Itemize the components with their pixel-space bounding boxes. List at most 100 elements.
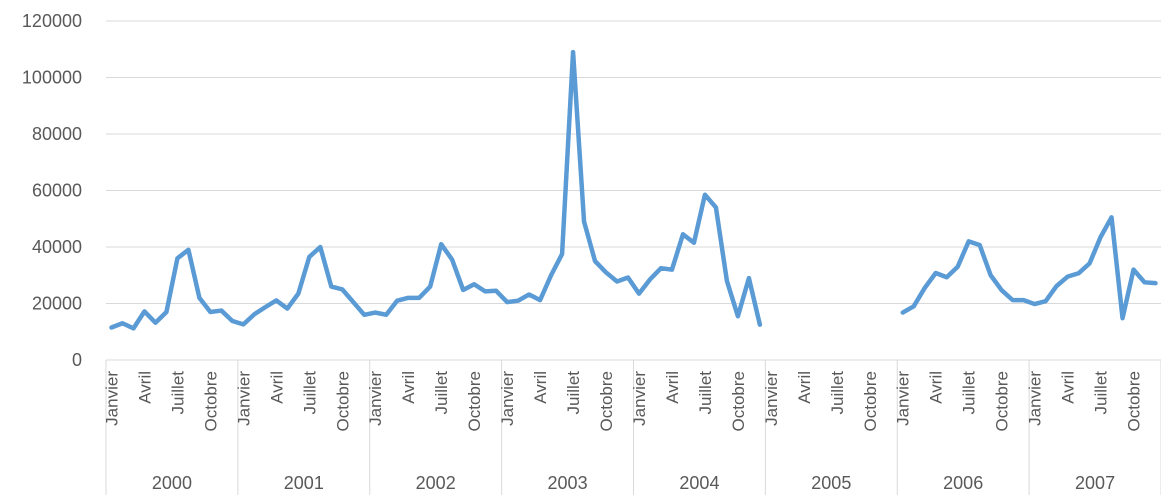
x-tick-label-month: Avril (1059, 371, 1078, 404)
data-point (681, 232, 685, 236)
x-tick-label-month: Janvier (498, 371, 517, 426)
x-tick-label-month: Juillet (168, 371, 187, 415)
y-tick-label: 120000 (22, 11, 82, 31)
x-tick-label-month: Juillet (960, 371, 979, 415)
x-tick-label-month: Octobre (333, 371, 352, 431)
x-tick-label-month: Avril (399, 371, 418, 404)
data-point (285, 307, 289, 311)
data-point (648, 277, 652, 281)
data-point (164, 310, 168, 314)
data-point (296, 292, 300, 296)
data-point (571, 50, 575, 54)
data-point (703, 193, 707, 197)
x-tick-label-month: Avril (267, 371, 286, 404)
y-tick-label: 20000 (32, 294, 82, 314)
x-tick-label-month: Avril (927, 371, 946, 404)
data-point (175, 256, 179, 260)
data-point (736, 314, 740, 318)
data-point (934, 271, 938, 275)
data-point (670, 268, 674, 272)
data-point (1099, 235, 1103, 239)
y-tick-label: 0 (72, 350, 82, 370)
data-point (197, 296, 201, 300)
x-tick-label-month: Juillet (696, 371, 715, 415)
data-point (1121, 316, 1125, 320)
x-tick-label-month: Janvier (630, 371, 649, 426)
data-point (329, 285, 333, 289)
x-tick-label-month: Octobre (861, 371, 880, 431)
data-point (945, 275, 949, 279)
y-tick-label: 60000 (32, 181, 82, 201)
data-point (1011, 298, 1015, 302)
x-axis: Janvier Avril Juillet Octobre 2000 Janvier Avr… (102, 360, 1161, 495)
y-axis: 0 20000 40000 60000 80000 100000 120000 (22, 11, 82, 370)
data-point (923, 286, 927, 290)
x-tick-label-month: Octobre (993, 371, 1012, 431)
series-line (109, 49, 1158, 331)
data-point (604, 270, 608, 274)
x-tick-label-year: 2007 (1075, 473, 1115, 493)
data-point (1143, 280, 1147, 284)
data-point (417, 296, 421, 300)
x-tick-label-month: Juillet (1092, 371, 1111, 415)
data-point (153, 321, 157, 325)
data-point (362, 313, 366, 317)
data-point (1000, 288, 1004, 292)
data-point (1033, 302, 1037, 306)
data-point (1088, 261, 1092, 265)
data-point (758, 323, 762, 327)
data-point (252, 312, 256, 316)
data-point (131, 326, 135, 330)
x-tick-label-year: 2001 (284, 473, 324, 493)
data-point (527, 292, 531, 296)
data-point (725, 279, 729, 283)
data-point (538, 298, 542, 302)
data-point (1055, 284, 1059, 288)
data-point (208, 310, 212, 314)
data-point (967, 239, 971, 243)
data-point (1110, 215, 1114, 219)
data-point (120, 321, 124, 325)
data-point (450, 258, 454, 262)
data-point (747, 276, 751, 280)
data-point (901, 311, 905, 315)
data-point (461, 288, 465, 292)
data-point (384, 313, 388, 317)
y-tick-label: 100000 (22, 68, 82, 88)
data-point (549, 273, 553, 277)
data-point (989, 273, 993, 277)
x-tick-label-month: Janvier (102, 371, 121, 426)
data-point (659, 266, 663, 270)
data-point (186, 248, 190, 252)
data-point (978, 243, 982, 247)
data-point (472, 282, 476, 286)
x-tick-label-month: Juillet (300, 371, 319, 415)
data-point (956, 265, 960, 269)
data-point (626, 276, 630, 280)
x-tick-label-month: Juillet (828, 371, 847, 415)
data-point (582, 220, 586, 224)
x-tick-label-month: Avril (135, 371, 154, 404)
data-point (637, 292, 641, 296)
data-point (1154, 281, 1158, 285)
data-point (307, 255, 311, 259)
x-tick-label-year: 2003 (548, 473, 588, 493)
data-point (219, 309, 223, 313)
data-point (1132, 268, 1136, 272)
series-line-path (109, 49, 1158, 331)
data-point (351, 300, 355, 304)
data-point (1066, 275, 1070, 279)
y-tick-label: 80000 (32, 124, 82, 144)
x-tick-label-month: Avril (663, 371, 682, 404)
data-point (1044, 299, 1048, 303)
data-point (318, 245, 322, 249)
data-point (494, 289, 498, 293)
x-tick-label-month: Janvier (234, 371, 253, 426)
data-point (406, 296, 410, 300)
data-point (230, 319, 234, 323)
data-point (1022, 298, 1026, 302)
data-point (428, 285, 432, 289)
x-tick-label-month: Octobre (1125, 371, 1144, 431)
data-point (395, 299, 399, 303)
